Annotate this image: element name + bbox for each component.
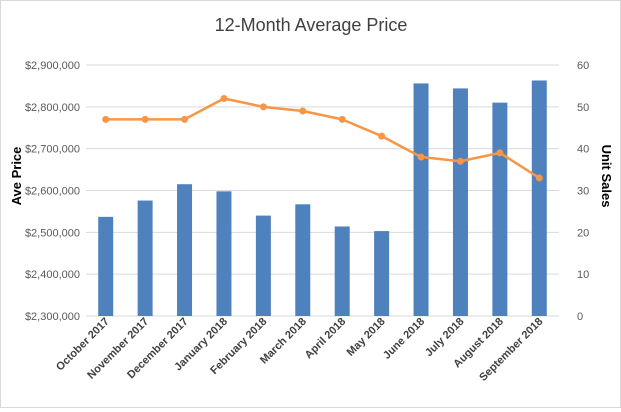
y-axis-ticks: $2,300,000 $2,400,000 $2,500,000 $2,600,000…	[25, 60, 80, 323]
line-point	[417, 153, 425, 161]
bar	[216, 191, 232, 316]
x-tick-label: April 2018	[303, 316, 349, 362]
bar	[334, 226, 350, 316]
line-point	[259, 103, 267, 111]
bar	[492, 102, 508, 317]
y2-axis-label: Unit Sales	[599, 145, 614, 208]
y-tick-label: $2,600,000	[25, 186, 80, 198]
y2-tick-label: 60	[577, 60, 589, 72]
line-series	[102, 94, 543, 182]
y-tick-label: $2,300,000	[25, 311, 80, 323]
bar	[177, 184, 193, 316]
bar	[255, 215, 271, 316]
line-point	[456, 157, 464, 165]
x-tick-label: June 2018	[381, 316, 427, 362]
y-tick-label: $2,800,000	[25, 102, 80, 114]
line-point	[220, 94, 228, 102]
bar	[452, 88, 468, 316]
y-tick-label: $2,900,000	[25, 60, 80, 72]
y-tick-label: $2,700,000	[25, 144, 80, 156]
y2-tick-label: 10	[577, 269, 589, 281]
gridlines	[86, 64, 559, 317]
y2-axis-ticks: 0 10 20 30 40 50 60	[577, 60, 589, 323]
y-tick-label: $2,400,000	[25, 269, 80, 281]
bar	[413, 83, 429, 316]
bar	[295, 204, 311, 316]
bar	[137, 200, 153, 316]
bar	[531, 80, 547, 316]
bar	[98, 216, 114, 316]
y2-tick-label: 40	[577, 144, 589, 156]
y2-tick-label: 30	[577, 186, 589, 198]
line-point	[102, 115, 110, 123]
bar	[374, 231, 390, 316]
y2-tick-label: 50	[577, 102, 589, 114]
line-point	[496, 149, 504, 157]
line-point	[535, 174, 543, 182]
y-axis-label: Ave Price	[9, 147, 24, 206]
series-line	[105, 97, 540, 180]
y2-tick-label: 20	[577, 227, 589, 239]
line-point	[338, 115, 346, 123]
y2-tick-label: 0	[577, 311, 583, 323]
chart-title: 12-Month Average Price	[215, 15, 408, 35]
y-tick-label: $2,500,000	[25, 227, 80, 239]
line-point	[378, 132, 386, 140]
line-point	[141, 115, 149, 123]
line-point	[299, 107, 307, 115]
line-point	[181, 115, 189, 123]
